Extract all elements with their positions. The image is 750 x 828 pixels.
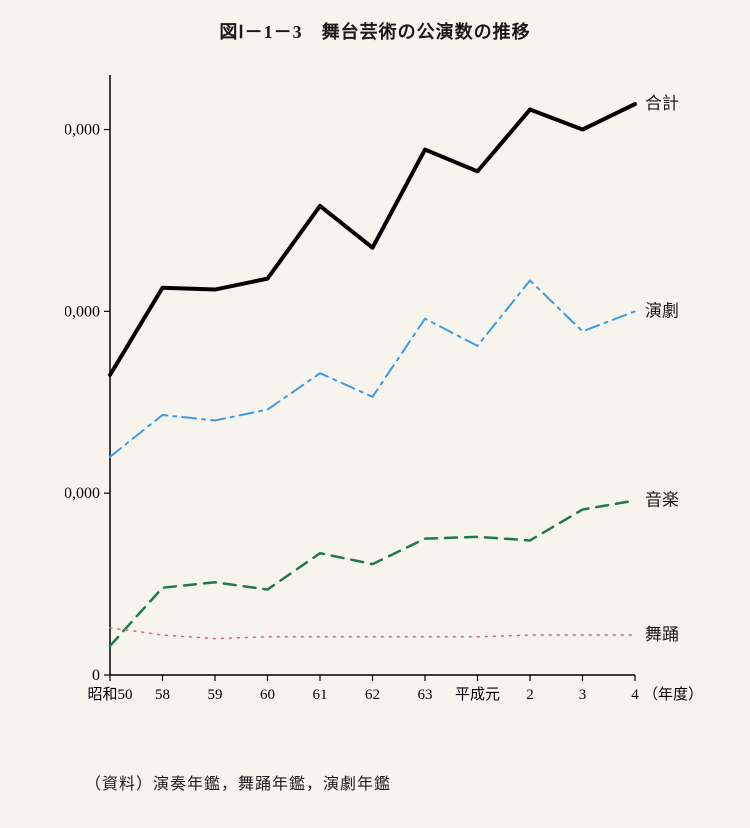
- chart-title: 図Ⅰ－1－3 舞台芸術の公演数の推移: [0, 18, 750, 44]
- x-tick-label: 平成元: [455, 686, 500, 703]
- x-tick-label: 62: [365, 687, 380, 703]
- series-label-音楽: 音楽: [645, 490, 679, 509]
- x-axis-unit: （年度）: [643, 686, 703, 703]
- x-tick-label: 61: [313, 687, 328, 703]
- x-tick-label: 58: [155, 687, 170, 703]
- series-音楽: [110, 500, 635, 645]
- line-chart: 0 10,000 20,000 30,000 昭和50 58 59 60 61 62 63 平成元 2 3…: [65, 60, 710, 720]
- series-label-合計: 合計: [645, 94, 679, 113]
- x-tick-label: 60: [260, 687, 275, 703]
- y-tick-label: 20,000: [65, 303, 100, 320]
- series-label-演劇: 演劇: [645, 301, 679, 320]
- series-舞踊: [110, 628, 635, 639]
- y-tick-label: 30,000: [65, 122, 100, 139]
- x-tick-label: 59: [208, 687, 223, 703]
- x-tick-label: 4: [631, 687, 639, 703]
- y-tick-label: 0: [92, 667, 100, 684]
- series-演劇: [110, 280, 635, 456]
- x-tick-label: 2: [526, 687, 534, 703]
- x-tick-label: 3: [579, 687, 587, 703]
- series-label-舞踊: 舞踊: [645, 625, 679, 644]
- x-tick-label: 63: [418, 687, 433, 703]
- source-note: （資料）演奏年鑑，舞踊年鑑，演劇年鑑: [85, 770, 391, 794]
- x-tick-label: 昭和50: [87, 686, 132, 703]
- series-合計: [110, 104, 635, 375]
- y-tick-label: 10,000: [65, 485, 100, 502]
